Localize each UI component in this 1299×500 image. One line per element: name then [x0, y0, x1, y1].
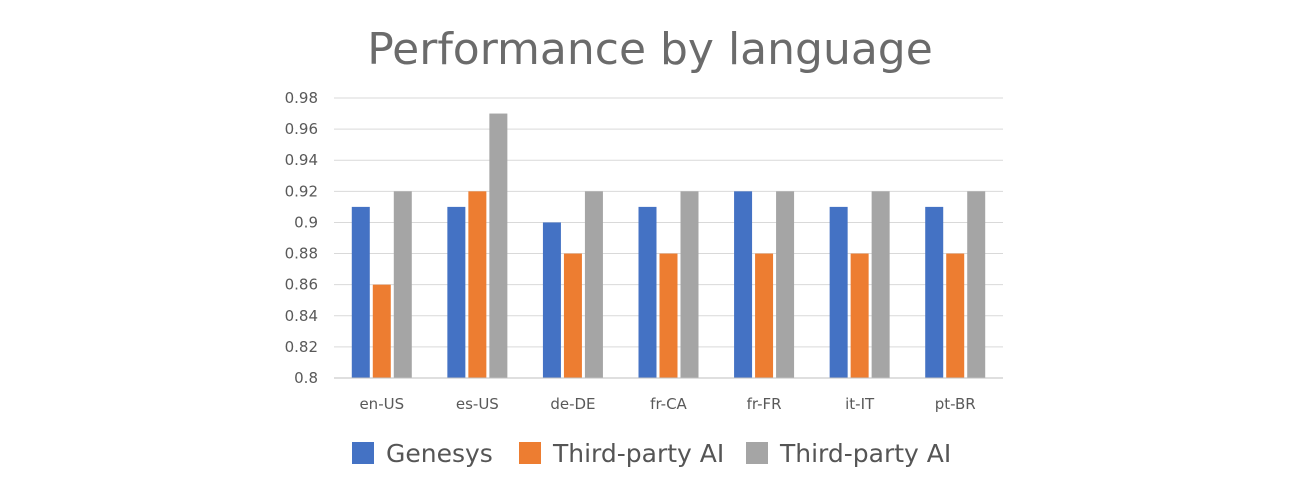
x-tick-label: en-US [359, 395, 404, 413]
bar-series-3-en-US [393, 191, 412, 378]
bar-series-1-en-US [351, 206, 370, 378]
legend-label: Third-party AI [552, 439, 724, 468]
legend-label: Third-party AI [779, 439, 951, 468]
y-tick-label: 0.94 [285, 151, 318, 169]
y-tick-label: 0.8 [294, 369, 318, 387]
legend-swatch [519, 442, 541, 464]
bar-series-2-de-DE [563, 253, 582, 378]
y-tick-label: 0.84 [285, 307, 318, 325]
bar-series-1-fr-FR [734, 191, 753, 378]
legend: Genesys Third-party AI Third-party AI [352, 439, 951, 468]
bar-series-3-de-DE [584, 191, 603, 378]
legend-swatch [352, 442, 374, 464]
x-tick-label: es-US [456, 395, 499, 413]
chart-title: Performance by language [367, 24, 933, 75]
bar-series-2-fr-CA [659, 253, 678, 378]
y-tick-label: 0.9 [294, 213, 318, 231]
bar-series-1-fr-CA [638, 206, 657, 378]
bar-series-2-fr-FR [755, 253, 774, 378]
x-tick-label: it-IT [845, 395, 875, 413]
bar-series-3-es-US [489, 113, 508, 379]
x-tick-label: fr-FR [747, 395, 782, 413]
bar-series-1-es-US [447, 206, 466, 378]
bar-series-2-es-US [468, 191, 487, 378]
bar-series-3-it-IT [871, 191, 890, 378]
legend-swatch [746, 442, 768, 464]
bar-series-1-de-DE [542, 222, 561, 378]
x-tick-label: de-DE [550, 395, 595, 413]
bar-series-2-en-US [372, 284, 391, 378]
bar-series-3-pt-BR [967, 191, 986, 378]
bar-series-3-fr-FR [776, 191, 795, 378]
bar-series-1-it-IT [829, 206, 848, 378]
y-axis-tick-labels: 0.98 0.96 0.94 0.92 0.9 0.88 0.86 0.84 0.82 0.8 [285, 89, 318, 387]
x-tick-label: pt-BR [935, 395, 976, 413]
y-tick-label: 0.86 [285, 276, 318, 294]
bar-series-2-it-IT [850, 253, 869, 378]
y-tick-label: 0.92 [285, 182, 318, 200]
bar-series-2-pt-BR [946, 253, 965, 378]
y-tick-label: 0.82 [285, 338, 318, 356]
y-tick-label: 0.98 [285, 89, 318, 107]
y-tick-label: 0.88 [285, 245, 318, 263]
legend-label: Genesys [386, 439, 493, 468]
y-tick-label: 0.96 [285, 120, 318, 138]
bar-series-1-pt-BR [925, 206, 944, 378]
x-axis-tick-labels: en-US es-US de-DE fr-CA fr-FR it-IT pt-BR [359, 395, 975, 413]
bar-series-3-fr-CA [680, 191, 699, 378]
bars [351, 113, 986, 379]
x-tick-label: fr-CA [650, 395, 687, 413]
